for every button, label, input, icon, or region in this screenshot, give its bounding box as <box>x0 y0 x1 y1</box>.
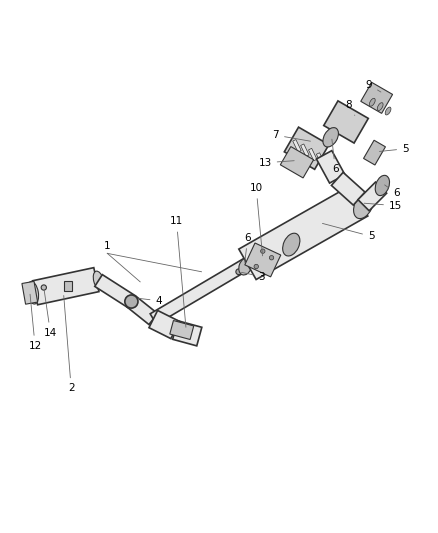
Text: 2: 2 <box>64 295 74 393</box>
Bar <box>284 127 329 169</box>
Polygon shape <box>308 148 317 161</box>
Text: 8: 8 <box>345 100 355 115</box>
Polygon shape <box>127 296 158 325</box>
Ellipse shape <box>375 175 389 196</box>
Text: 6: 6 <box>332 139 339 174</box>
Polygon shape <box>332 172 365 205</box>
Polygon shape <box>173 321 202 346</box>
Polygon shape <box>358 182 387 211</box>
Ellipse shape <box>27 281 39 304</box>
Ellipse shape <box>239 258 252 275</box>
Polygon shape <box>95 274 135 308</box>
Ellipse shape <box>254 264 258 269</box>
Text: 10: 10 <box>250 183 263 256</box>
Text: 9: 9 <box>366 80 381 92</box>
Bar <box>364 140 385 165</box>
Text: 15: 15 <box>364 201 402 211</box>
Polygon shape <box>150 257 253 325</box>
Polygon shape <box>300 144 309 157</box>
Text: 13: 13 <box>258 158 294 168</box>
Polygon shape <box>239 185 368 279</box>
Bar <box>245 243 281 277</box>
Bar <box>280 147 314 178</box>
Polygon shape <box>316 153 325 165</box>
Polygon shape <box>149 310 180 338</box>
Ellipse shape <box>323 127 339 147</box>
Text: 5: 5 <box>322 223 374 241</box>
Ellipse shape <box>385 107 391 115</box>
Bar <box>361 83 392 114</box>
Ellipse shape <box>93 271 104 290</box>
Bar <box>22 281 38 304</box>
Bar <box>170 320 194 340</box>
Polygon shape <box>316 151 345 183</box>
Ellipse shape <box>353 192 374 219</box>
Polygon shape <box>293 140 301 152</box>
Text: 11: 11 <box>170 216 186 327</box>
Ellipse shape <box>283 233 300 256</box>
Ellipse shape <box>41 285 46 290</box>
Text: 6: 6 <box>244 233 251 262</box>
Bar <box>324 101 368 143</box>
Ellipse shape <box>269 255 274 260</box>
Text: 5: 5 <box>379 144 409 154</box>
Ellipse shape <box>125 295 138 308</box>
Ellipse shape <box>261 249 265 253</box>
Text: 12: 12 <box>28 294 42 351</box>
Text: 4: 4 <box>138 296 162 306</box>
Text: 14: 14 <box>44 290 57 338</box>
Polygon shape <box>32 268 99 305</box>
Bar <box>64 281 72 291</box>
Ellipse shape <box>377 103 383 110</box>
Text: 3: 3 <box>241 272 265 281</box>
Ellipse shape <box>236 269 242 274</box>
Text: 1: 1 <box>104 241 111 251</box>
Text: 7: 7 <box>272 130 311 141</box>
Text: 6: 6 <box>385 185 400 198</box>
Ellipse shape <box>369 98 375 106</box>
